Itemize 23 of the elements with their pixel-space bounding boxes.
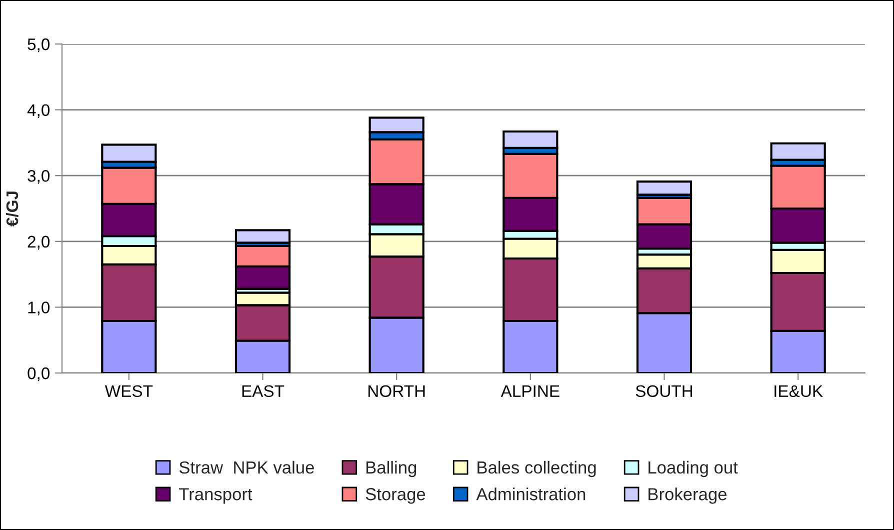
y-tick-label: 5,0 bbox=[28, 38, 50, 52]
y-tick-label: 3,0 bbox=[28, 170, 50, 184]
y-tick-label: 1,0 bbox=[28, 302, 50, 316]
x-tick-label: SOUTH bbox=[636, 385, 692, 398]
x-tick-label: ALPINE bbox=[500, 385, 560, 397]
legend-label: Brokerage bbox=[648, 488, 726, 504]
y-tick-label: 0,0 bbox=[28, 367, 50, 382]
x-tick-label: NORTH bbox=[368, 385, 425, 398]
legend-label: Bales collecting bbox=[478, 460, 596, 478]
legend-label: Storage bbox=[366, 488, 426, 504]
y-tick-label: 2,0 bbox=[28, 236, 50, 250]
x-tick-label: WEST bbox=[104, 385, 153, 398]
legend-label: Transport bbox=[179, 488, 252, 504]
bar bbox=[234, 229, 291, 244]
bar bbox=[636, 180, 692, 196]
x-tick-label: EAST bbox=[242, 385, 284, 398]
legend-label: Administration bbox=[476, 488, 586, 500]
legend-label: Balling bbox=[366, 460, 416, 478]
y-axis-title: €/GJ bbox=[6, 192, 18, 226]
y-tick-label: 4,0 bbox=[27, 104, 50, 118]
legend-label: Straw NPK value bbox=[179, 460, 314, 474]
x-tick-label: IE&UK bbox=[774, 385, 823, 398]
legend-label: Loading out bbox=[648, 460, 738, 478]
